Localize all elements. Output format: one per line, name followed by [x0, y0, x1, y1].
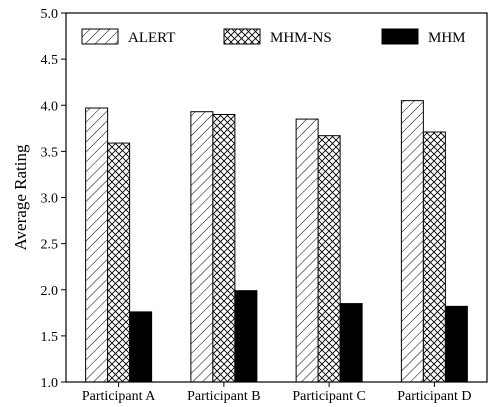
y-tick-label: 1.0: [41, 376, 59, 391]
legend-label-mhm-ns: MHM-NS: [270, 30, 332, 46]
bar-mhm-ns-3: [422, 131, 446, 383]
y-axis-ticks: 1.0 1.5 2.0 2.5 3.0 3.5 4.0 4.5 5.0: [41, 7, 66, 391]
bar-alert-2: [295, 118, 319, 383]
legend: ALERT MHM-NS MHM: [81, 28, 466, 46]
legend-swatch-mhm-ns: [223, 28, 261, 45]
y-tick-label: 3.5: [41, 145, 59, 160]
y-tick-label: 1.5: [41, 330, 59, 345]
y-tick-label: 3.0: [41, 192, 59, 207]
bar-alert-0: [85, 107, 109, 383]
y-tick-label: 2.0: [41, 284, 59, 299]
x-tick-label: Participant D: [397, 389, 471, 404]
bar-mhm-3: [444, 305, 468, 383]
legend-label-mhm: MHM: [428, 30, 466, 46]
bar-mhm-2: [339, 303, 363, 383]
bar-mhm-1: [234, 290, 258, 383]
bar-mhm-ns-0: [107, 142, 131, 383]
bar-mhm-0: [129, 311, 153, 383]
legend-swatch-alert: [81, 28, 119, 45]
legend-swatch-mhm: [381, 28, 419, 45]
legend-label-alert: ALERT: [128, 30, 175, 46]
y-tick-label: 4.5: [41, 53, 59, 68]
x-tick-label: Participant A: [82, 389, 156, 404]
bar-alert-3: [400, 100, 424, 383]
y-tick-label: 4.0: [41, 99, 59, 114]
x-tick-label: Participant C: [292, 389, 366, 404]
bar-alert-1: [190, 111, 214, 383]
bar-mhm-ns-1: [212, 113, 236, 383]
bars-layer: [85, 100, 468, 383]
y-axis-label: Average Rating: [11, 144, 30, 250]
y-tick-label: 2.5: [41, 238, 59, 253]
y-tick-label: 5.0: [41, 7, 59, 22]
x-tick-label: Participant B: [187, 389, 261, 404]
bar-mhm-ns-2: [317, 135, 341, 383]
x-axis-ticks: Participant A Participant B Participant C P…: [82, 382, 472, 404]
